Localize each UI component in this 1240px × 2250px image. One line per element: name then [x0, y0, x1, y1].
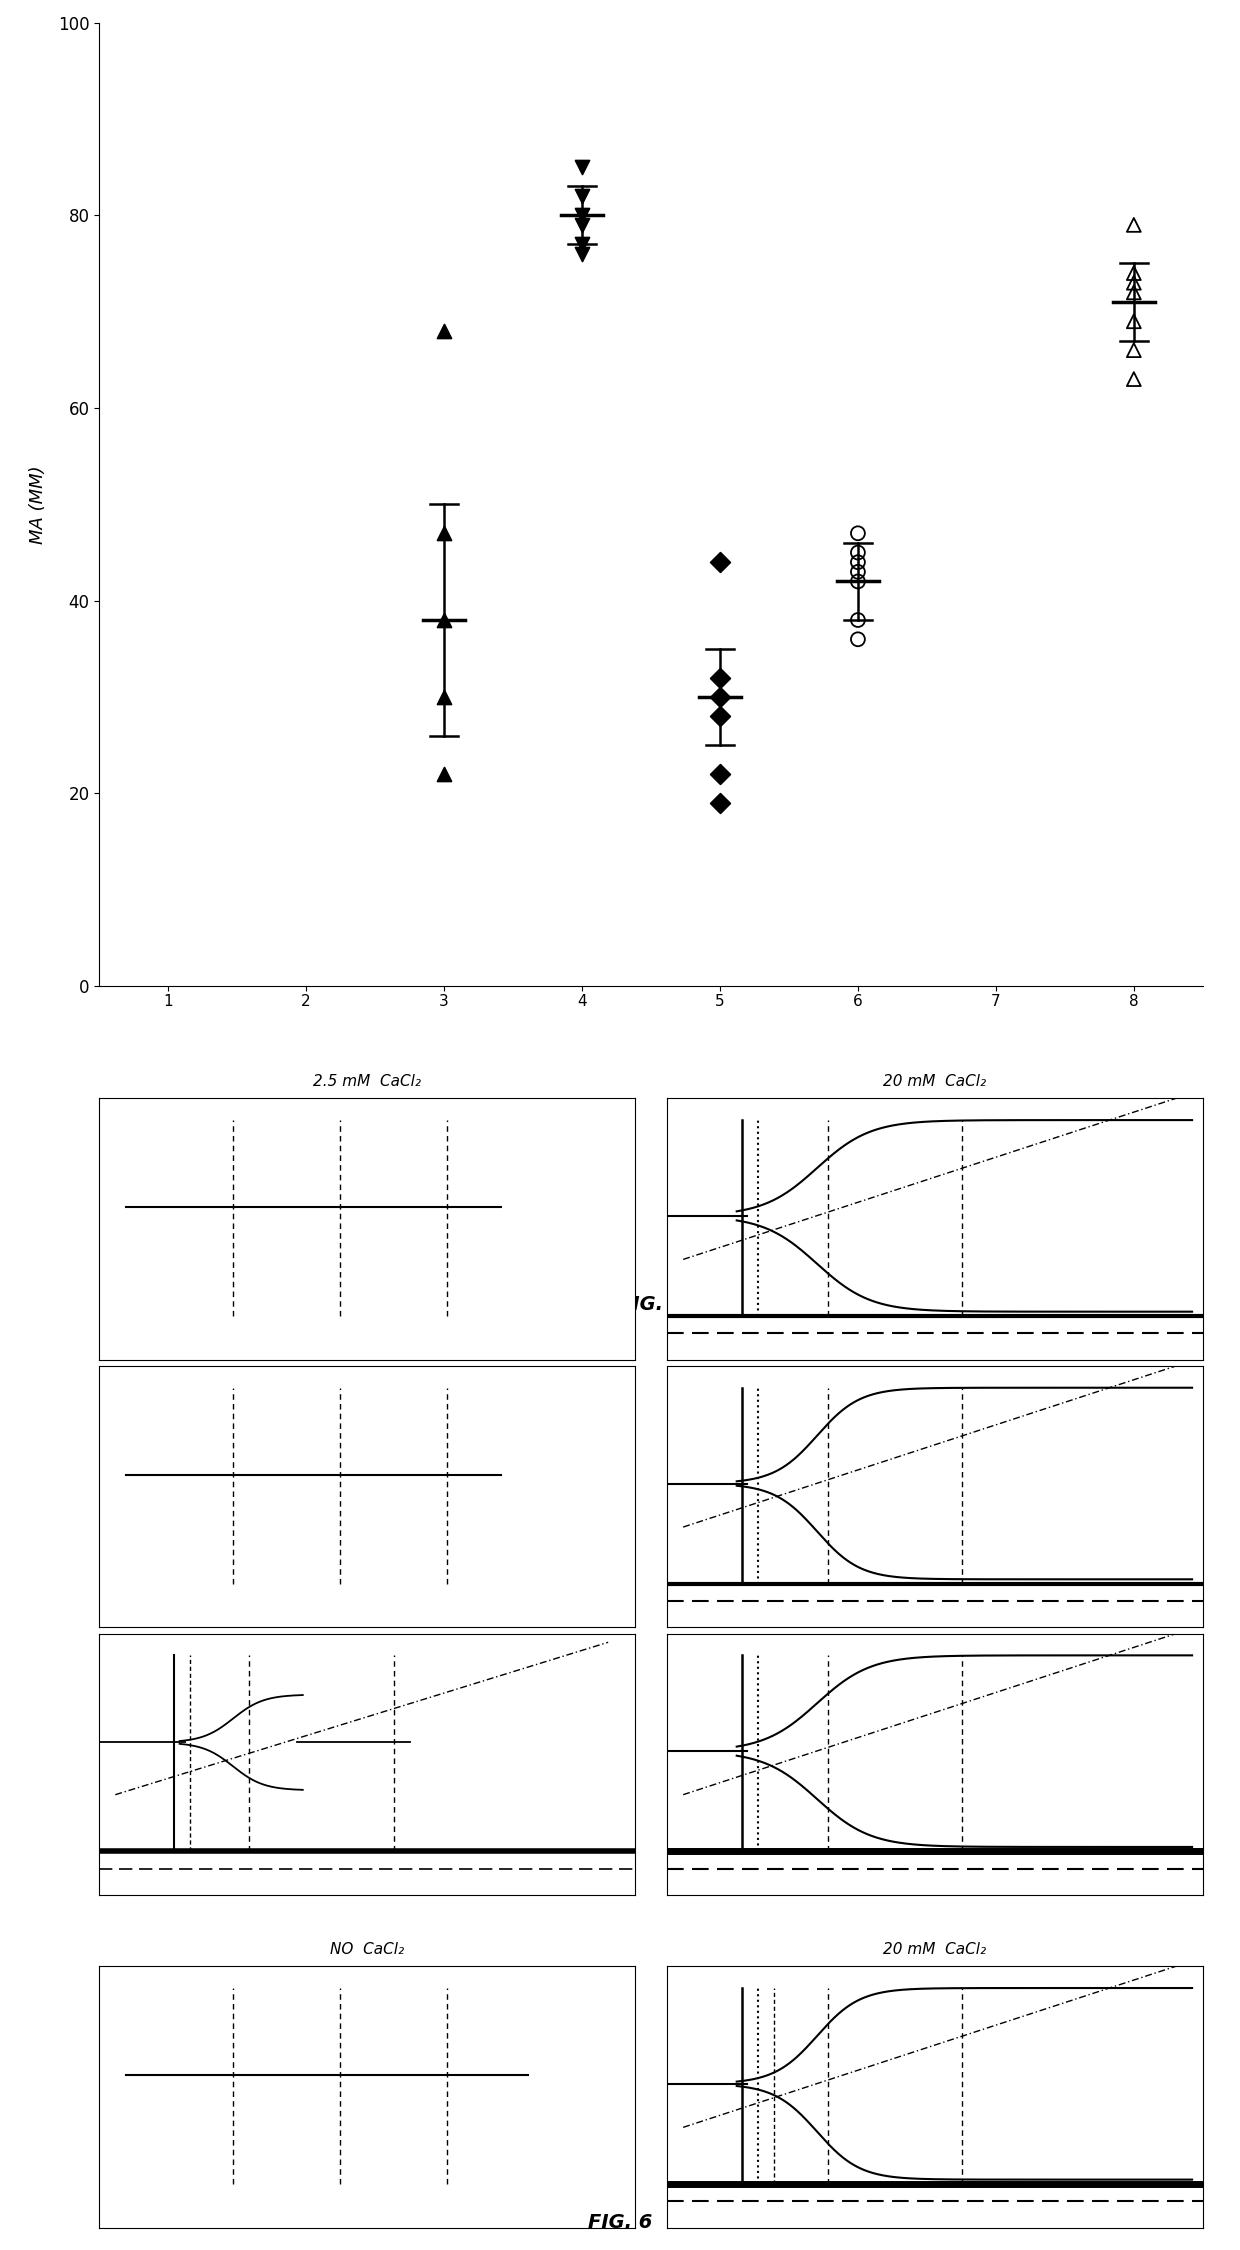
Point	[848, 515, 868, 551]
Point	[572, 178, 591, 214]
Point	[572, 236, 591, 272]
Point	[434, 680, 454, 716]
Point	[1123, 274, 1143, 310]
Point	[711, 785, 730, 821]
Point	[572, 207, 591, 243]
Point	[711, 680, 730, 716]
Point	[711, 756, 730, 792]
Y-axis label: MA (MM): MA (MM)	[29, 466, 47, 544]
Text: 20 mM  CaCl₂: 20 mM CaCl₂	[883, 1073, 987, 1089]
Point	[1123, 360, 1143, 396]
Point	[572, 198, 591, 234]
Point	[848, 562, 868, 598]
Point	[711, 544, 730, 580]
Point	[711, 659, 730, 695]
Point	[1123, 304, 1143, 340]
Point	[1123, 266, 1143, 302]
Point	[434, 313, 454, 349]
Point	[434, 515, 454, 551]
Point	[1123, 207, 1143, 243]
Point	[848, 603, 868, 639]
Point	[848, 621, 868, 657]
Text: 20 mM  CaCl₂: 20 mM CaCl₂	[883, 1942, 987, 1958]
Point	[572, 148, 591, 184]
Text: 2.5 mM  CaCl₂: 2.5 mM CaCl₂	[312, 1073, 422, 1089]
Text: NO  CaCl₂: NO CaCl₂	[330, 1942, 404, 1958]
Point	[848, 544, 868, 580]
Text: FIG. 6: FIG. 6	[588, 2214, 652, 2232]
Point	[1123, 333, 1143, 369]
Text: FIG. 5: FIG. 5	[619, 1294, 683, 1314]
Point	[572, 227, 591, 263]
Point	[848, 554, 868, 590]
Point	[434, 756, 454, 792]
Point	[434, 603, 454, 639]
Point	[711, 698, 730, 734]
Point	[1123, 254, 1143, 290]
Point	[848, 536, 868, 572]
